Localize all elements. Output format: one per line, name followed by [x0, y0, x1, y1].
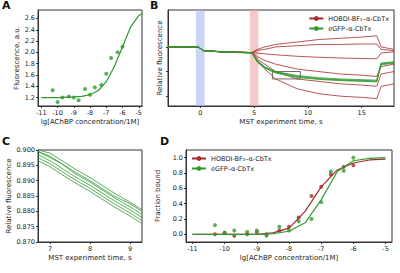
svg-text:1.6: 1.6 — [25, 71, 35, 79]
svg-text:0.6: 0.6 — [173, 184, 183, 192]
svg-text:5: 5 — [252, 109, 256, 117]
svg-text:1.2: 1.2 — [25, 94, 35, 102]
svg-text:lg[AChBP concentration/1M]: lg[AChBP concentration/1M] — [41, 118, 140, 126]
svg-text:-6: -6 — [119, 109, 125, 117]
svg-text:-10: -10 — [52, 109, 63, 117]
svg-text:B: B — [150, 0, 158, 12]
svg-text:9: 9 — [128, 245, 132, 253]
svg-text:-7: -7 — [103, 109, 109, 117]
svg-text:0.895: 0.895 — [16, 161, 35, 169]
svg-text:1.4: 1.4 — [25, 82, 35, 90]
svg-text:Relative fluorescence: Relative fluorescence — [5, 158, 13, 233]
svg-text:D: D — [160, 135, 169, 148]
svg-text:A: A — [2, 0, 11, 12]
svg-text:0.4: 0.4 — [173, 200, 183, 208]
svg-text:0.885: 0.885 — [16, 192, 35, 200]
svg-text:2.0: 2.0 — [25, 48, 35, 56]
svg-text:0.870: 0.870 — [16, 238, 35, 246]
svg-text:0.890: 0.890 — [16, 177, 35, 185]
svg-text:2.2: 2.2 — [25, 37, 35, 45]
svg-text:-7: -7 — [318, 245, 324, 253]
svg-text:-8: -8 — [286, 245, 292, 253]
svg-text:10: 10 — [304, 109, 312, 117]
svg-text:0.880: 0.880 — [16, 207, 35, 215]
svg-text:-11: -11 — [187, 245, 198, 253]
svg-text:8: 8 — [88, 245, 92, 253]
svg-text:0.0: 0.0 — [173, 230, 183, 238]
svg-text:Fluorescence, a.u.: Fluorescence, a.u. — [13, 26, 21, 90]
svg-text:-11: -11 — [36, 109, 47, 117]
svg-text:C: C — [2, 135, 10, 148]
svg-text:0.2: 0.2 — [173, 215, 183, 223]
svg-text:-6: -6 — [350, 245, 356, 253]
svg-text:0.875: 0.875 — [16, 223, 35, 231]
svg-text:2.4: 2.4 — [25, 26, 35, 34]
svg-text:eGFP–α-CbTx: eGFP–α-CbTx — [328, 25, 371, 33]
svg-text:HOBDI-BF₂–α-CbTx: HOBDI-BF₂–α-CbTx — [211, 155, 272, 163]
svg-text:1.8: 1.8 — [25, 60, 35, 68]
svg-text:0: 0 — [198, 109, 202, 117]
svg-text:7: 7 — [48, 245, 52, 253]
svg-text:MST experiment time, s: MST experiment time, s — [48, 254, 132, 262]
svg-text:HOBDI-BF₂–α-CbTx: HOBDI-BF₂–α-CbTx — [328, 15, 389, 23]
svg-text:eGFP–α-CbTx: eGFP–α-CbTx — [211, 165, 254, 173]
svg-text:-9: -9 — [71, 109, 77, 117]
svg-text:1.0: 1.0 — [173, 154, 183, 162]
svg-text:Fraction bound: Fraction bound — [154, 170, 162, 222]
svg-text:MST experiment time, s: MST experiment time, s — [239, 118, 323, 126]
svg-text:-5: -5 — [382, 245, 388, 253]
svg-text:0.8: 0.8 — [173, 169, 183, 177]
svg-text:-8: -8 — [87, 109, 93, 117]
svg-text:15: 15 — [358, 109, 366, 117]
svg-text:Relative fluorescence: Relative fluorescence — [156, 20, 164, 95]
svg-text:lg[AChBP concentration/1M]: lg[AChBP concentration/1M] — [240, 254, 339, 262]
svg-text:-5: -5 — [136, 109, 142, 117]
svg-text:2.6: 2.6 — [25, 14, 35, 22]
svg-text:0.900: 0.900 — [16, 146, 35, 154]
svg-text:-10: -10 — [219, 245, 230, 253]
svg-text:-9: -9 — [254, 245, 260, 253]
